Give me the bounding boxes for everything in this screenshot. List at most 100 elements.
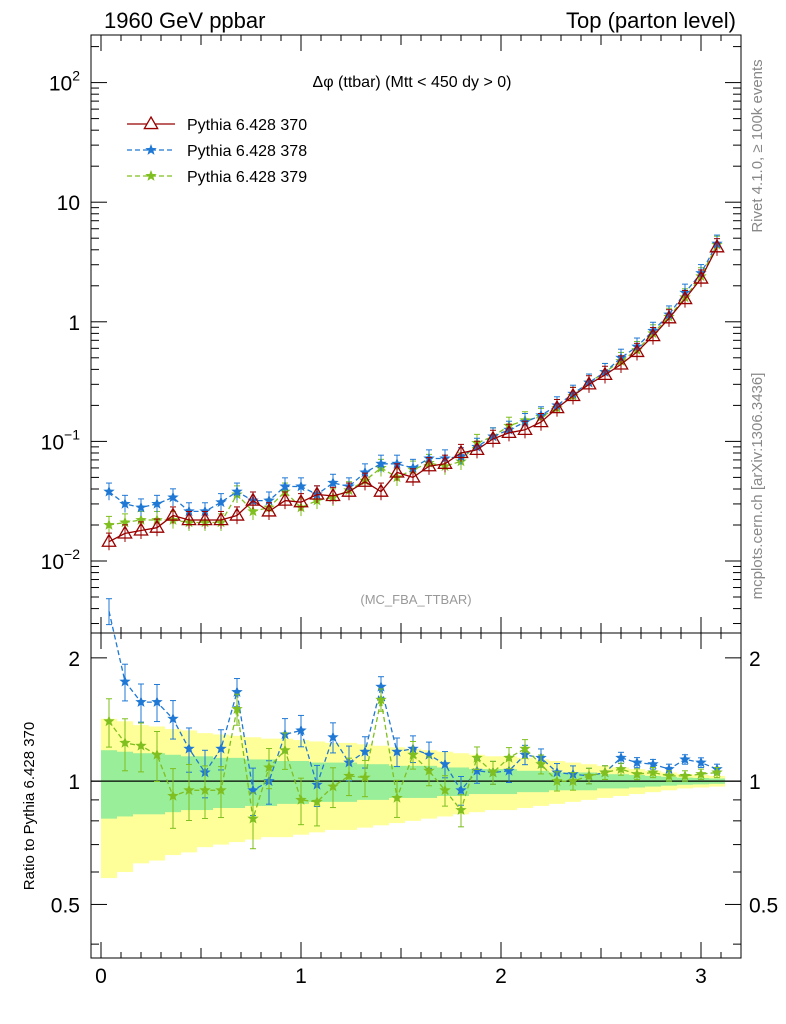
data-point <box>565 387 581 402</box>
ratio-data-point <box>103 715 115 727</box>
mcplots-label: mcplots.cern.ch [arXiv:1306.3436] <box>749 373 766 600</box>
data-point <box>549 399 565 414</box>
data-point <box>213 511 229 526</box>
data-point <box>661 309 677 324</box>
legend-marker <box>143 115 159 130</box>
ratio-data-point <box>615 751 627 763</box>
y-tick-exponent: −2 <box>64 546 80 562</box>
ratio-data-point <box>695 768 707 779</box>
ratio-data-point <box>439 758 451 770</box>
ratio-data-point <box>311 795 323 807</box>
data-point <box>391 457 403 469</box>
series-line <box>108 243 718 513</box>
ratio-data-point <box>215 742 227 754</box>
ratio-data-point <box>599 766 611 778</box>
band-inner-bin <box>117 751 133 817</box>
ratio-data-point <box>327 780 339 792</box>
data-point <box>389 464 405 478</box>
ratio-data-point <box>391 791 403 803</box>
ratio-data-point <box>567 775 579 786</box>
ratio-data-point <box>583 769 595 781</box>
ratio-y-tick-label: 1 <box>68 771 80 794</box>
ratio-data-point <box>231 686 243 697</box>
ratio-y-tick-label-right: 2 <box>749 648 761 671</box>
ratio-y-tick-label: 0.5 <box>51 894 80 917</box>
ratio-data-point <box>455 784 467 796</box>
data-point <box>133 522 149 536</box>
y-tick-label: 10−1 <box>41 426 81 454</box>
data-point <box>533 413 549 428</box>
data-point <box>261 503 277 517</box>
ratio-data-point <box>295 793 307 805</box>
ratio-data-point <box>167 712 179 724</box>
data-point <box>295 480 307 492</box>
data-point <box>197 511 213 526</box>
ratio-data-point <box>167 790 179 801</box>
ratio-data-point <box>455 804 467 815</box>
data-point <box>247 505 259 517</box>
x-tick-label: 1 <box>295 965 307 988</box>
ratio-data-point <box>631 756 643 768</box>
ratio-data-point <box>375 693 387 705</box>
plot-watermark: (MC_FBA_TTBAR) <box>360 592 471 607</box>
y-tick-label: 102 <box>49 68 80 96</box>
ratio-data-point <box>551 775 563 786</box>
data-point <box>165 507 181 521</box>
ratio-data-point <box>423 748 435 760</box>
ratio-series-group <box>103 598 723 850</box>
data-point <box>341 483 357 497</box>
ratio-data-point <box>519 742 531 754</box>
ratio-data-point <box>231 703 243 714</box>
data-point <box>469 441 485 456</box>
ratio-data-point <box>503 751 515 763</box>
ratio-axis-ticks: 0 1 2 3 0.5 0.5 1 1 2 2 <box>51 633 778 988</box>
ratio-data-point <box>119 736 131 748</box>
ratio-data-point <box>631 768 643 779</box>
data-point <box>167 491 179 503</box>
band-inner-bin <box>405 765 421 798</box>
ratio-y-tick-label-right: 0.5 <box>749 894 778 917</box>
data-point <box>421 457 437 472</box>
data-point <box>101 533 117 547</box>
x-tick-label: 3 <box>695 965 707 988</box>
data-point <box>437 455 453 469</box>
data-point <box>325 487 341 502</box>
data-point <box>375 457 387 469</box>
data-point <box>373 483 389 497</box>
ratio-data-point <box>375 680 387 692</box>
y-tick-base: 10 <box>41 431 64 454</box>
data-point <box>151 497 163 509</box>
ratio-data-point <box>135 696 147 707</box>
data-point <box>279 480 291 492</box>
y-tick-base: 10 <box>49 73 72 96</box>
data-point <box>263 494 275 506</box>
data-point <box>453 444 469 459</box>
ratio-data-point <box>439 784 451 796</box>
data-point <box>517 421 533 436</box>
data-point <box>693 270 709 284</box>
data-point <box>501 424 517 438</box>
data-point <box>149 519 165 533</box>
ratio-data-point <box>391 745 403 757</box>
legend-marker <box>145 170 157 181</box>
ratio-data-point <box>183 742 195 754</box>
data-point <box>135 501 147 513</box>
ratio-data-point <box>647 758 659 770</box>
ratio-data-point <box>359 771 371 783</box>
ratio-data-point <box>199 784 211 796</box>
data-point <box>359 466 371 478</box>
data-point <box>597 366 613 381</box>
band-inner-bin <box>149 753 165 815</box>
ratio-data-point <box>359 745 371 757</box>
ratio-data-point <box>183 784 195 796</box>
legend-label: Pythia 6.428 370 <box>187 117 307 134</box>
legend-marker <box>145 144 157 155</box>
ratio-data-point <box>135 739 147 751</box>
ratio-data-point <box>471 751 483 763</box>
ratio-data-point <box>423 764 435 776</box>
ratio-data-point <box>327 731 339 743</box>
data-point <box>215 496 227 508</box>
ratio-data-point <box>295 724 307 736</box>
band-inner-bin <box>133 753 149 815</box>
data-point <box>485 430 501 445</box>
